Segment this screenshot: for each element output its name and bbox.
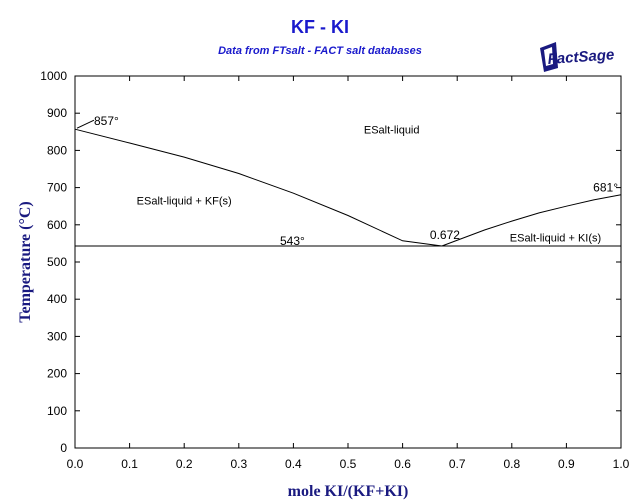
y-axis-title: Temperature (°C) — [17, 201, 34, 322]
region-label-liquid: ESalt-liquid — [364, 125, 420, 137]
y-tick-label: 800 — [47, 143, 67, 157]
y-tick-label: 400 — [47, 292, 67, 306]
plot-frame — [74, 75, 622, 449]
liquidus-ki-line — [441, 194, 622, 247]
x-axis-title: mole KI/(KF+KI) — [288, 483, 409, 500]
point-leader-857 — [76, 119, 95, 129]
x-tick-label: 0.1 — [121, 457, 138, 471]
region-label-liquid-kf: ESalt-liquid + KF(s) — [137, 195, 232, 207]
point-label-543: 543° — [280, 234, 305, 248]
x-tick-label: 0.2 — [176, 457, 193, 471]
y-tick-label: 700 — [47, 181, 67, 195]
point-label-0672: 0.672 — [430, 228, 460, 242]
x-tick-label: 0.9 — [558, 457, 575, 471]
x-tick-label: 0.7 — [449, 457, 466, 471]
chart-subtitle: Data from FTsalt - FACT salt databases — [218, 45, 422, 57]
liquidus-kf-line — [74, 128, 442, 247]
x-tick-label: 0.3 — [230, 457, 247, 471]
y-tick-label: 200 — [47, 367, 67, 381]
y-tick-label: 100 — [47, 404, 67, 418]
y-tick-label: 900 — [47, 106, 67, 120]
y-tick-label: 300 — [47, 329, 67, 343]
factsage-logo: FactSage — [540, 42, 615, 72]
x-tick-label: 0.4 — [285, 457, 302, 471]
point-label-857: 857° — [94, 114, 119, 128]
y-tick-label: 500 — [47, 255, 67, 269]
chart-title: KF - KI — [291, 17, 349, 37]
y-tick-label: 0 — [60, 441, 67, 455]
svg-text:FactSage: FactSage — [547, 46, 615, 68]
y-axis-title-unit: (°C) — [17, 201, 34, 230]
y-axis-title-main: Temperature — [17, 234, 34, 323]
region-label-liquid-ki: ESalt-liquid + KI(s) — [510, 233, 601, 245]
point-label-681: 681° — [593, 181, 618, 195]
x-tick-label: 1.0 — [613, 457, 630, 471]
x-tick-label: 0.0 — [67, 457, 84, 471]
x-tick-label: 0.5 — [340, 457, 357, 471]
x-tick-label: 0.6 — [394, 457, 411, 471]
y-tick-label: 600 — [47, 218, 67, 232]
y-tick-label: 1000 — [40, 69, 67, 83]
x-tick-label: 0.8 — [503, 457, 520, 471]
